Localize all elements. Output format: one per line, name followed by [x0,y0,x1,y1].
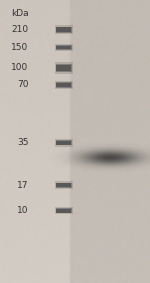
Text: 210: 210 [11,25,28,34]
Bar [55,139,73,147]
Text: 70: 70 [17,80,28,89]
Bar [55,81,73,89]
Bar [55,62,73,74]
Bar [55,25,73,34]
Text: 10: 10 [17,206,28,215]
Bar [56,27,71,32]
Bar [56,65,71,71]
Bar [55,181,73,189]
Text: 35: 35 [17,138,28,147]
Bar [56,183,72,188]
Bar [56,27,72,33]
Bar [56,141,71,145]
Text: 100: 100 [11,63,28,72]
Text: 17: 17 [17,181,28,190]
Text: kDa: kDa [11,9,28,18]
Bar [55,44,73,51]
Bar [56,83,71,87]
Bar [55,207,73,214]
Bar [56,82,72,88]
Bar [56,209,72,213]
Bar [56,209,71,213]
Bar [56,46,71,49]
Bar [56,183,71,187]
Bar [56,45,72,50]
Bar [56,140,72,145]
Text: 150: 150 [11,43,28,52]
Bar [56,64,72,72]
